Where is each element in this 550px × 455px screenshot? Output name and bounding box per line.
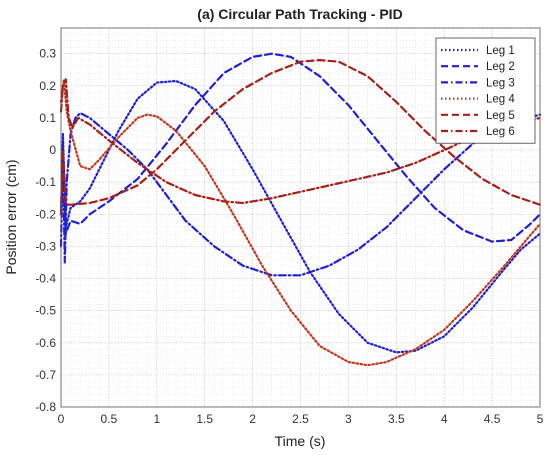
- x-tick-label: 1: [153, 412, 160, 426]
- x-tick-label: 5: [537, 412, 544, 426]
- legend-label-leg-4: Leg 4: [486, 94, 515, 106]
- legend-label-leg-1: Leg 1: [486, 45, 515, 57]
- y-tick-label: -0.2: [35, 207, 56, 221]
- series-line-leg-6: [59, 78, 542, 205]
- series-line-leg-5: [59, 59, 542, 216]
- x-tick-label: 2.5: [292, 412, 309, 426]
- legend-box: [435, 37, 536, 144]
- y-tick-label: 0.2: [39, 79, 56, 93]
- y-tick-label: -0.5: [35, 304, 56, 318]
- y-tick-label: -0.8: [35, 400, 56, 414]
- x-tick-label: 0: [58, 412, 65, 426]
- x-axis-label: Time (s): [275, 433, 326, 449]
- y-tick-label: 0.3: [39, 47, 56, 61]
- x-tick-label: 4.5: [484, 412, 501, 426]
- x-tick-label: 3: [345, 412, 352, 426]
- y-axis-label: Position error (cm): [3, 159, 19, 274]
- x-tick-label: 1.5: [196, 412, 213, 426]
- x-tick-label: 3.5: [388, 412, 405, 426]
- legend-label-leg-5: Leg 5: [486, 110, 515, 122]
- series-line-leg-4: [59, 78, 542, 367]
- axes-frame: [60, 27, 541, 408]
- legend-label-leg-3: Leg 3: [486, 77, 515, 89]
- series-line-leg-2: [59, 52, 542, 243]
- legend-label-leg-6: Leg 6: [486, 126, 515, 138]
- legend: Leg 1 Leg 2 Leg 3 Leg 4 Leg 5 Leg 6: [435, 37, 536, 144]
- y-tick-label: 0.1: [39, 111, 56, 125]
- y-tick-label: 0: [49, 143, 56, 157]
- y-tick-label: -0.6: [35, 336, 56, 350]
- y-tick-label: -0.3: [35, 239, 56, 253]
- series-line-leg-1: [59, 79, 542, 354]
- y-tick-label: -0.4: [35, 272, 56, 286]
- chart-title: (a) Circular Path Tracking - PID: [197, 6, 402, 22]
- x-tick-label: 0.5: [101, 412, 118, 426]
- x-tick-label: 4: [441, 412, 448, 426]
- x-tick-label: 2: [249, 412, 256, 426]
- legend-label-leg-2: Leg 2: [486, 61, 515, 73]
- y-tick-label: -0.7: [35, 368, 56, 382]
- y-tick-label: -0.1: [35, 175, 56, 189]
